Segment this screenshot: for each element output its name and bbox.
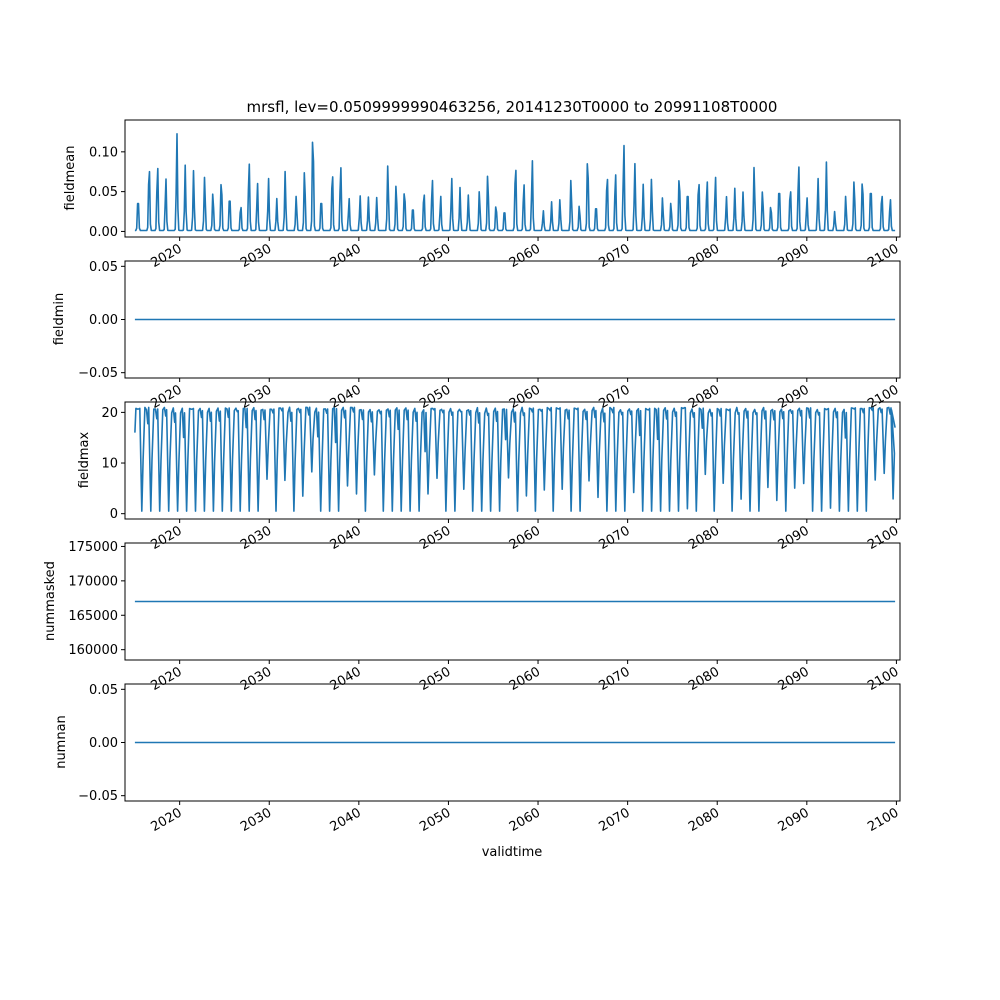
x-tick-label: 2070 — [596, 523, 632, 553]
chart-title: mrsfl, lev=0.0509999990463256, 20141230T… — [247, 98, 778, 116]
x-axis-label: validtime — [482, 845, 543, 860]
x-tick-label: 2070 — [596, 805, 632, 835]
ylabel-fieldmean: fieldmean — [63, 146, 78, 211]
x-tick-label: 2050 — [417, 382, 453, 412]
x-tick-label: 2020 — [148, 241, 184, 271]
ylabel-fieldmin: fieldmin — [52, 293, 67, 346]
x-tick-label: 2100 — [865, 664, 901, 694]
x-tick-label: 2020 — [148, 523, 184, 553]
series-line-fieldmax — [134, 406, 896, 512]
ylabel-numnan: numnan — [54, 715, 69, 769]
x-tick-label: 2020 — [148, 805, 184, 835]
y-tick-label: 0.00 — [89, 225, 118, 240]
panel-nummasked: nummasked 160000 165000 170000 175000 2020 20… — [43, 540, 901, 694]
y-tick-label: 0.00 — [89, 313, 118, 328]
x-tick-label: 2060 — [507, 241, 543, 271]
x-tick-label: 2060 — [507, 664, 543, 694]
series-line-fieldmean — [134, 133, 896, 232]
x-tick-label: 2080 — [686, 523, 722, 553]
x-tick-label: 2020 — [148, 382, 184, 412]
y-tick-label: 165000 — [68, 609, 118, 624]
x-tick-label: 2020 — [148, 664, 184, 694]
x-tick-label: 2090 — [776, 523, 812, 553]
x-tick-label: 2080 — [686, 805, 722, 835]
x-tick-label: 2030 — [238, 805, 274, 835]
y-tick-label: 0 — [110, 507, 118, 522]
x-tick-label: 2080 — [686, 382, 722, 412]
x-tick-label: 2050 — [417, 523, 453, 553]
x-tick-label: 2070 — [596, 241, 632, 271]
x-tick-label: 2040 — [328, 664, 364, 694]
panel-fieldmin: fieldmin −0.05 0.00 0.05 2020 2030 2040 2050 20… — [52, 260, 901, 412]
x-tick-label: 2030 — [238, 382, 274, 412]
panel-fieldmean: fieldmean 0.00 0.05 0.10 2020 2030 2040 2050 20… — [63, 119, 901, 271]
x-tick-label: 2050 — [417, 664, 453, 694]
x-tick-label: 2050 — [417, 241, 453, 271]
y-tick-label: 0.10 — [89, 145, 118, 160]
x-tick-label: 2060 — [507, 805, 543, 835]
x-tick-label: 2080 — [686, 241, 722, 271]
x-tick-label: 2050 — [417, 805, 453, 835]
x-tick-label: 2030 — [238, 664, 274, 694]
x-tick-label: 2090 — [776, 805, 812, 835]
x-tick-label: 2040 — [328, 523, 364, 553]
axes-frame — [124, 401, 901, 520]
x-tick-label: 2040 — [328, 382, 364, 412]
ylabel-fieldmax: fieldmax — [77, 432, 92, 489]
y-tick-label: 170000 — [68, 574, 118, 589]
axes-frame — [124, 119, 901, 238]
x-tick-label: 2040 — [328, 241, 364, 271]
y-tick-label: −0.05 — [78, 789, 118, 804]
y-tick-label: 10 — [101, 457, 118, 472]
x-tick-label: 2090 — [776, 664, 812, 694]
x-tick-label: 2030 — [238, 241, 274, 271]
x-tick-label: 2040 — [328, 805, 364, 835]
y-tick-label: 0.05 — [89, 683, 118, 698]
x-tick-label: 2060 — [507, 523, 543, 553]
x-tick-label: 2100 — [865, 523, 901, 553]
panel-numnan: numnan −0.05 0.00 0.05 2020 2030 2040 2050 2060… — [54, 683, 901, 835]
x-tick-label: 2100 — [865, 805, 901, 835]
y-tick-label: 160000 — [68, 643, 118, 658]
y-tick-label: 20 — [101, 406, 118, 421]
x-tick-label: 2030 — [238, 523, 274, 553]
x-tick-label: 2070 — [596, 664, 632, 694]
x-tick-label: 2090 — [776, 241, 812, 271]
y-tick-label: 175000 — [68, 540, 118, 555]
y-tick-label: 0.05 — [89, 185, 118, 200]
x-tick-label: 2080 — [686, 664, 722, 694]
y-tick-label: 0.00 — [89, 736, 118, 751]
axes-frame — [124, 542, 901, 661]
ylabel-nummasked: nummasked — [43, 561, 58, 641]
y-tick-label: −0.05 — [78, 366, 118, 381]
y-tick-label: 0.05 — [89, 260, 118, 275]
x-tick-label: 2060 — [507, 382, 543, 412]
x-tick-label: 2100 — [865, 241, 901, 271]
